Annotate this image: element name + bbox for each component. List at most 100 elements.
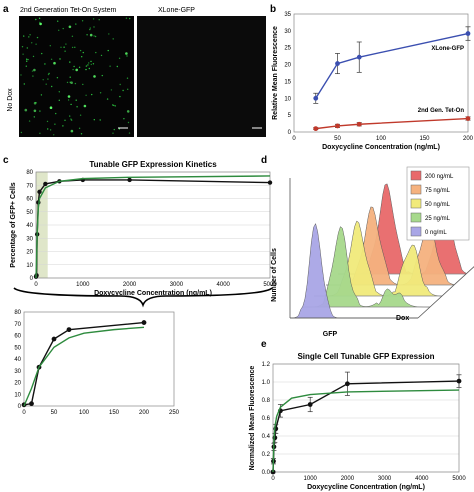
- x-tick-label: 50: [51, 410, 58, 416]
- y-tick-label: 25: [284, 46, 291, 52]
- y-tick-label: 70: [14, 322, 21, 328]
- gfp-cell: [90, 63, 93, 66]
- panel-e-label: e: [261, 339, 267, 350]
- data-point: [356, 54, 362, 60]
- gfp-cell: [36, 36, 39, 39]
- data-point: [141, 320, 147, 325]
- chart-e: 0 1000 2000 3000 4000 5000 0.0 0.2 0.4 0.6 0.8 1.0 1…: [249, 352, 466, 491]
- panel-c-label: c: [3, 155, 9, 166]
- gfp-cell: [24, 108, 28, 112]
- gfp-cell: [32, 75, 34, 77]
- gfp-cell: [79, 114, 82, 116]
- gfp-cell: [92, 18, 95, 20]
- gfp-cell: [53, 61, 56, 65]
- legend-swatch: [410, 212, 422, 223]
- gfp-cell: [69, 115, 71, 117]
- gfp-cell: [78, 127, 81, 129]
- x-tick-label: 5000: [263, 282, 277, 288]
- gfp-cell: [73, 65, 75, 68]
- panel-d-zlabel: Dox: [396, 315, 409, 322]
- gfp-cell: [23, 35, 25, 37]
- gfp-cell: [88, 67, 91, 70]
- panel-d-ylabel: Number of Cells: [271, 248, 278, 302]
- legend-swatch: [410, 226, 422, 237]
- data-point: [335, 123, 340, 129]
- gfp-cell: [57, 20, 59, 22]
- gfp-cell: [33, 109, 37, 113]
- gfp-cell: [56, 77, 59, 79]
- gfp-cell: [51, 85, 53, 88]
- x-tick-label: 5000: [452, 476, 466, 482]
- gfp-cell: [89, 27, 92, 29]
- gfp-cell: [126, 77, 129, 79]
- legend-label: 25 ng/mL: [425, 216, 451, 222]
- y-tick-label: 10: [14, 392, 21, 398]
- x-tick-label: 0: [292, 136, 296, 142]
- gfp-cell: [22, 53, 24, 55]
- x-tick-label: 250: [169, 410, 180, 416]
- y-tick-label: 30: [26, 236, 33, 242]
- y-tick-label: 20: [14, 381, 21, 387]
- gfp-cell: [93, 119, 96, 121]
- gfp-cell: [39, 21, 41, 24]
- gfp-cell: [53, 134, 55, 136]
- y-tick-label: 80: [14, 310, 21, 316]
- x-tick-label: 1000: [76, 282, 90, 288]
- data-point: [345, 381, 350, 387]
- x-tick-label: 0: [34, 282, 38, 288]
- gfp-cell: [125, 17, 128, 19]
- gfp-cell: [68, 25, 72, 29]
- gfp-cell: [119, 83, 121, 86]
- y-axis-label: Relative Mean Fluorescence: [272, 26, 279, 120]
- gfp-cell: [99, 119, 101, 121]
- gfp-cell: [62, 27, 64, 30]
- x-tick-label: 1000: [304, 476, 318, 482]
- x-tick-label: 100: [79, 410, 90, 416]
- gfp-cell: [113, 128, 116, 131]
- y-axis-label: Normalized Mean Fluorescence: [249, 366, 256, 471]
- gfp-cell: [35, 102, 37, 104]
- y-tick-label: 35: [284, 12, 291, 18]
- panel-a-label: a: [3, 4, 9, 15]
- x-tick-label: 0: [22, 410, 26, 416]
- gfp-cell: [69, 81, 71, 84]
- gfp-cell: [100, 54, 103, 57]
- gfp-cell: [94, 35, 97, 38]
- gfp-cell: [47, 78, 49, 80]
- gfp-cell: [118, 57, 121, 59]
- y-tick-label: 1.0: [262, 380, 271, 386]
- series-line: [315, 32, 469, 99]
- gfp-cell: [70, 118, 72, 120]
- gfp-cell: [59, 58, 61, 60]
- y-tick-label: 30: [284, 29, 291, 35]
- y-tick-label: 20: [284, 63, 291, 69]
- gfp-cell: [118, 128, 121, 130]
- y-tick-label: 40: [26, 223, 33, 229]
- data-point: [29, 401, 34, 407]
- gfp-cell: [20, 131, 23, 134]
- plot-frame: [23, 311, 175, 407]
- y-tick-label: 5: [288, 113, 292, 119]
- gfp-cell: [69, 61, 71, 63]
- x-tick-label: 2000: [123, 282, 137, 288]
- gfp-cell: [58, 99, 60, 102]
- gfp-cell: [28, 120, 31, 122]
- gfp-cells-dots: [20, 17, 131, 136]
- y-tick-label: 30: [14, 369, 21, 375]
- data-point: [127, 177, 132, 183]
- y-tick-label: 60: [26, 197, 33, 203]
- gfp-cell: [122, 89, 124, 92]
- legend-swatch: [410, 198, 422, 209]
- gfp-cell: [98, 19, 100, 21]
- gfp-cell: [82, 51, 85, 54]
- gfp-cell: [20, 74, 22, 76]
- x-tick-label: 3000: [378, 476, 392, 482]
- y-tick-label: 40: [14, 357, 21, 363]
- gfp-cell: [90, 60, 92, 63]
- gfp-cell: [44, 63, 46, 65]
- y-tick-label: 60: [14, 334, 21, 340]
- gfp-cell: [70, 129, 74, 133]
- xlone-micrograph: [137, 16, 266, 137]
- gfp-cell: [93, 26, 95, 28]
- gfp-cell: [93, 35, 95, 37]
